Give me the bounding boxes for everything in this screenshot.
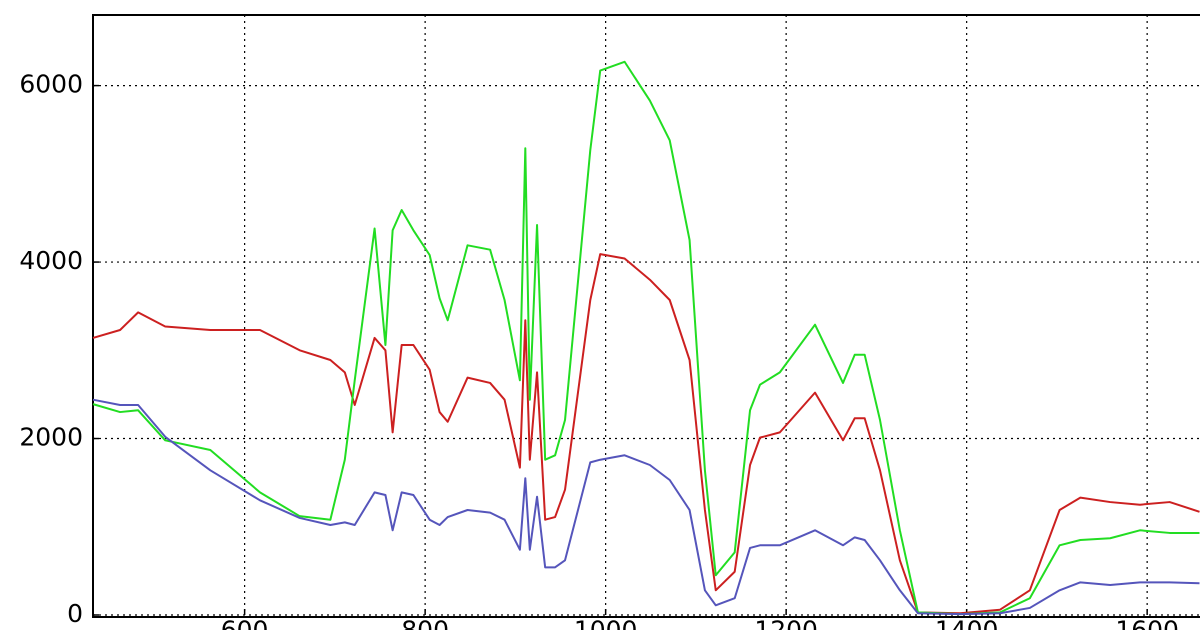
- series-line: [92, 60, 1200, 616]
- x-tick-label: 1000: [574, 615, 638, 630]
- y-tick-label: 4000: [19, 246, 83, 275]
- y-tick-label: 6000: [19, 70, 83, 99]
- y-tick-label: 0: [67, 599, 83, 628]
- x-tick-label: 800: [401, 615, 449, 630]
- x-tick-label: 1600: [1115, 615, 1179, 630]
- x-tick-label: 1200: [754, 615, 818, 630]
- x-tick-label: 600: [221, 615, 269, 630]
- plot-frame: [92, 14, 1200, 618]
- series-line: [92, 253, 1200, 615]
- x-tick-label: 1400: [935, 615, 999, 630]
- series-line: [92, 398, 1200, 616]
- y-tick-label: 2000: [19, 423, 83, 452]
